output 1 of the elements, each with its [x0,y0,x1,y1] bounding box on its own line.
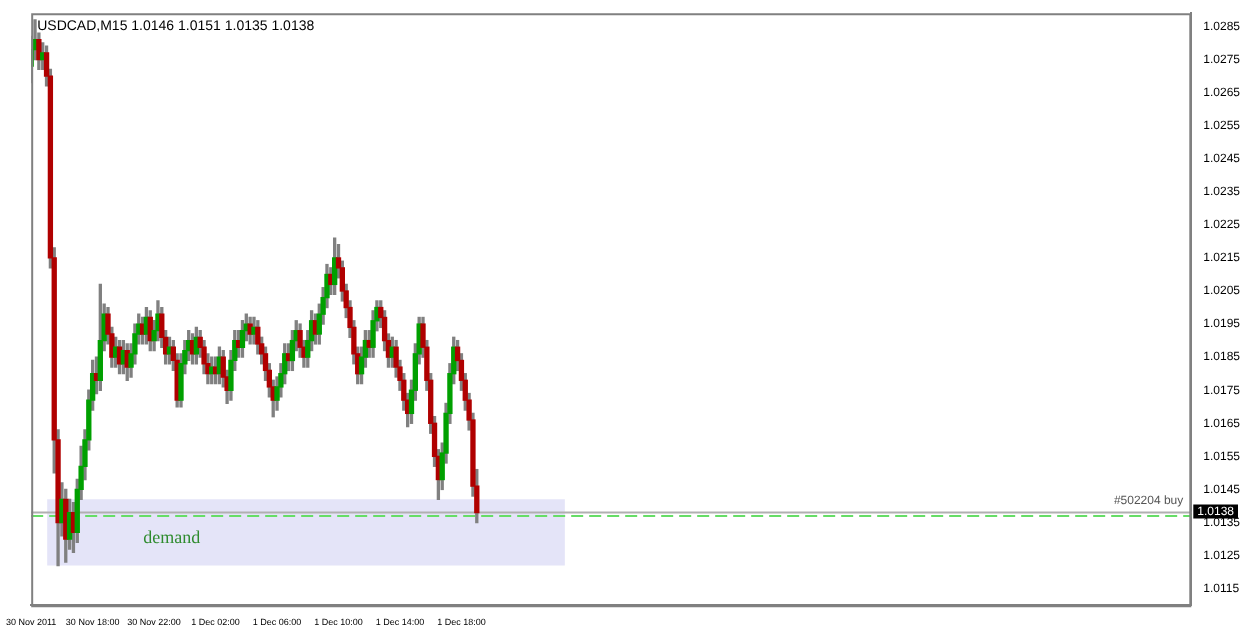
band-label: demand [143,527,202,548]
